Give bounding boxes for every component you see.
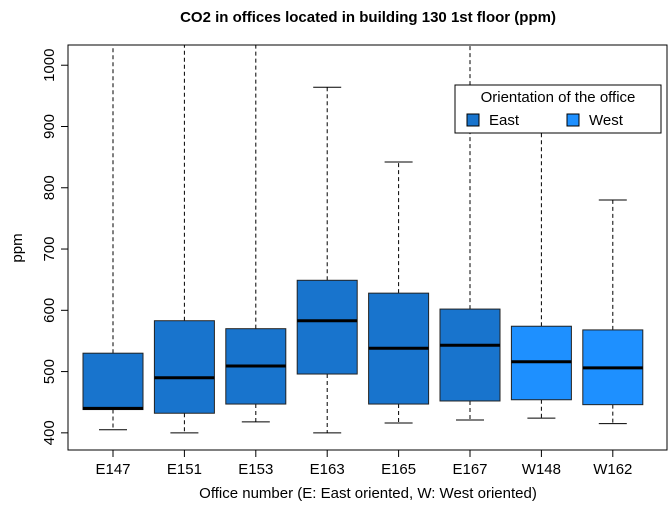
legend-swatch xyxy=(566,113,580,127)
legend-label: East xyxy=(489,112,520,129)
x-tick-label: E165 xyxy=(381,461,416,478)
plot-frame xyxy=(67,44,668,451)
box xyxy=(439,308,501,402)
y-axis-label: ppm xyxy=(9,233,26,262)
box xyxy=(153,320,215,414)
box xyxy=(296,279,358,375)
x-tick-label: W162 xyxy=(593,461,632,478)
legend-title: Orientation of the office xyxy=(481,89,636,106)
y-tick-label: 400 xyxy=(41,420,58,445)
x-tick-label: E163 xyxy=(310,461,345,478)
chart-title: CO2 in offices located in building 130 1… xyxy=(180,9,556,26)
plot-area xyxy=(82,45,644,434)
y-tick-label: 800 xyxy=(41,175,58,200)
x-axis-label: Office number (E: East oriented, W: West… xyxy=(199,485,537,502)
x-tick-label: E167 xyxy=(452,461,487,478)
y-tick-label: 500 xyxy=(41,359,58,384)
y-tick-label: 600 xyxy=(41,298,58,323)
legend-swatch xyxy=(466,113,480,127)
y-tick-label: 900 xyxy=(41,114,58,139)
x-tick-label: E151 xyxy=(167,461,202,478)
box xyxy=(82,352,144,411)
y-tick-label: 1000 xyxy=(41,49,58,82)
y-tick-label: 700 xyxy=(41,237,58,262)
legend-box xyxy=(454,84,662,134)
x-tick-label: E147 xyxy=(95,461,130,478)
x-tick-label: E153 xyxy=(238,461,273,478)
legend-label: West xyxy=(589,112,624,129)
x-tick-label: W148 xyxy=(522,461,561,478)
